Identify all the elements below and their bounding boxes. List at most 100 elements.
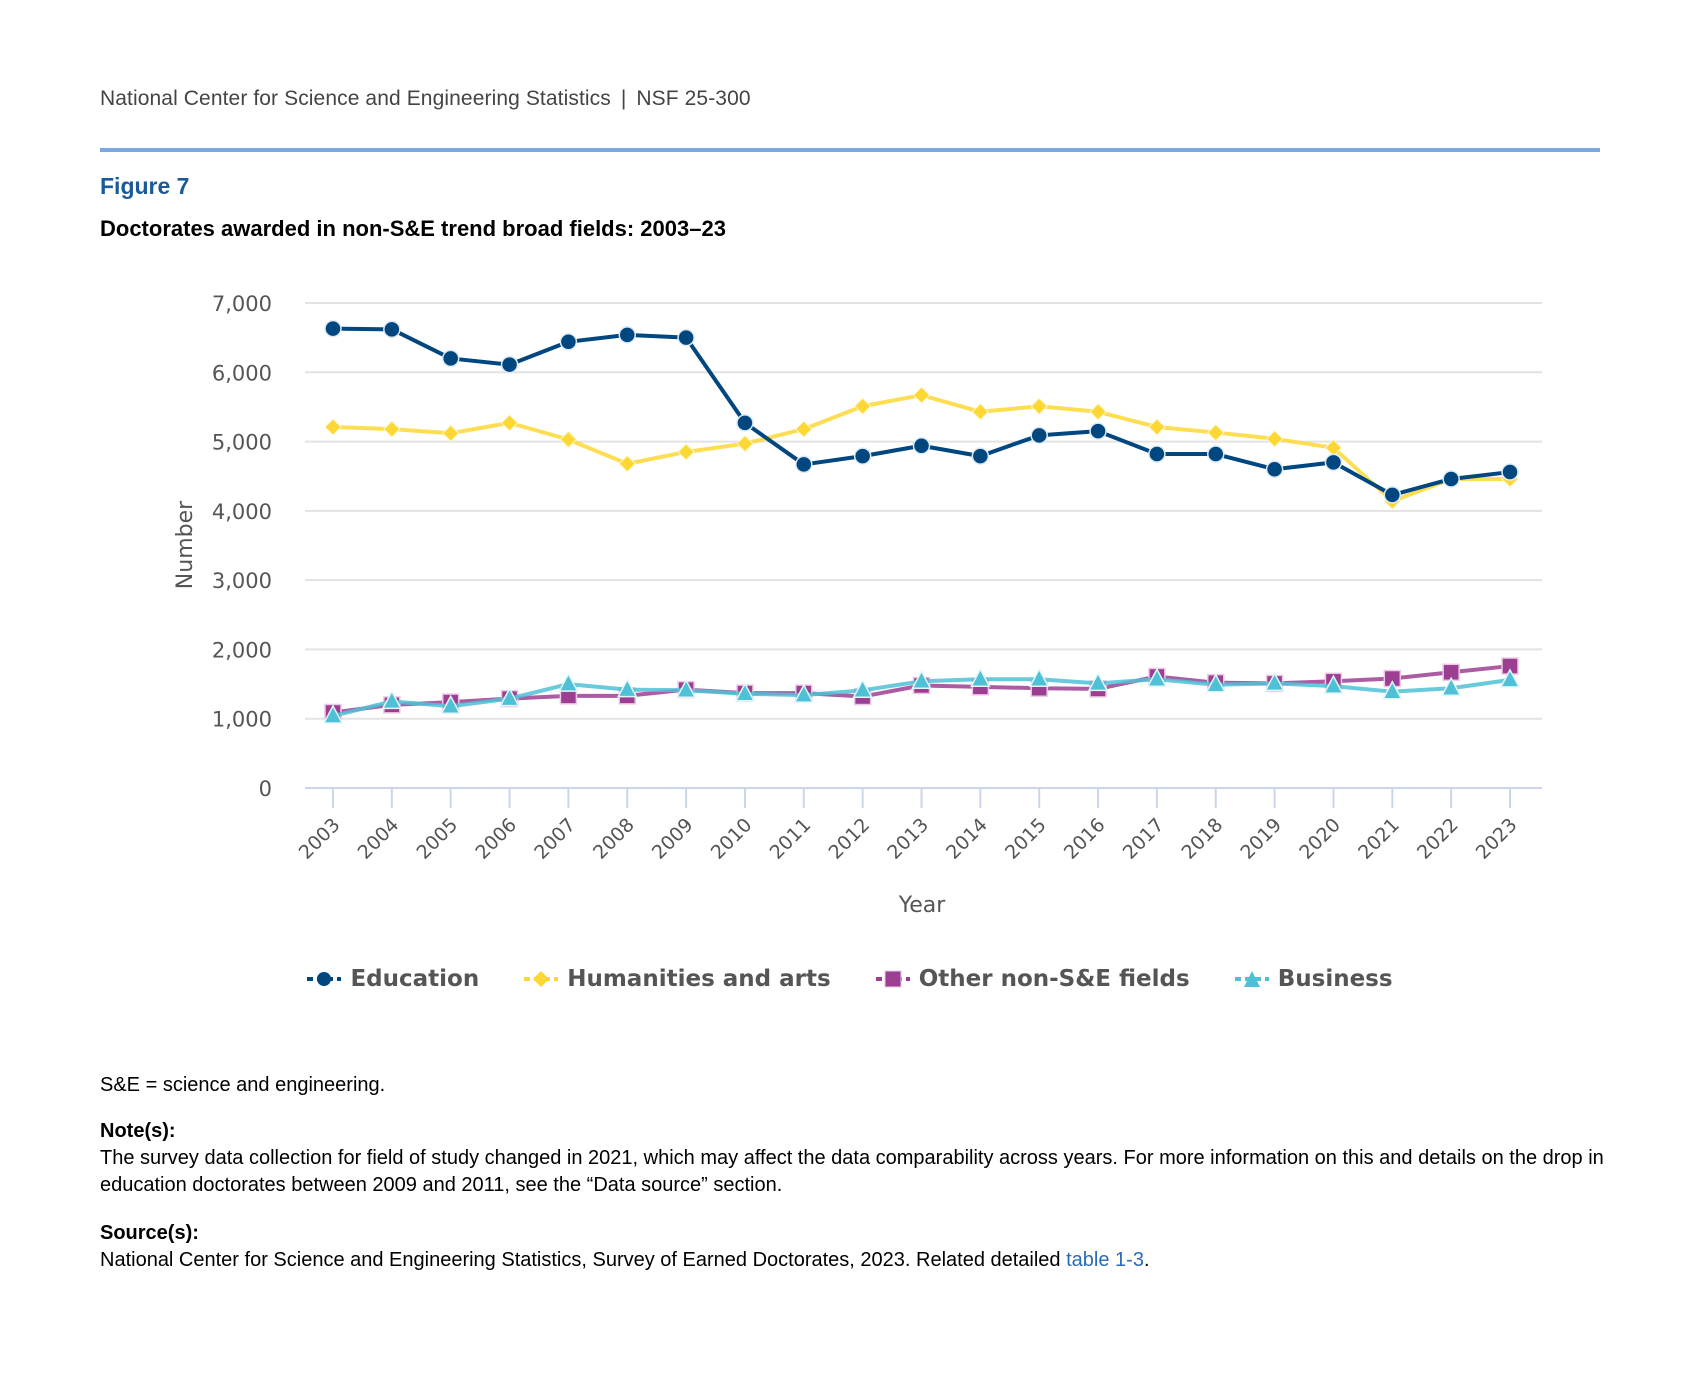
data-point [559,430,578,449]
notes-text: The survey data collection for field of … [100,1147,1604,1196]
x-tick-label: 2021 [1354,814,1404,864]
notes-section: Note(s): The survey data collection for … [100,1118,1610,1199]
legend-item-humanities[interactable]: Humanities and arts [523,966,831,992]
x-tick-label: 2019 [1236,814,1286,864]
data-point [1207,423,1225,442]
y-axis-title: Number [173,500,198,589]
data-point [734,682,756,702]
x-tick-label: 2022 [1413,814,1463,864]
y-tick-label: 0 [259,777,272,801]
data-point [1146,667,1168,687]
data-point [1264,671,1285,692]
data-point [677,443,695,461]
x-tick-label: 2007 [530,814,580,864]
notes-heading: Note(s): [100,1120,176,1142]
legend-label: Other non-S&E fields [918,966,1190,992]
data-point [1207,445,1225,463]
data-point [736,434,754,453]
legend-label: Education [350,966,480,992]
circle-marker-icon [307,972,342,986]
series-layer [322,319,1521,724]
data-point [1089,422,1107,440]
data-point [1205,673,1226,693]
data-point [795,455,813,474]
legend-item-other[interactable]: Other non-S&E fields [875,966,1190,992]
data-point [441,424,460,442]
legend-item-business[interactable]: Business [1234,966,1393,992]
data-point [324,319,342,338]
x-tick-label: 2013 [883,814,933,864]
x-axis-title: Year [898,893,947,918]
data-point [559,333,578,351]
series-business [322,667,1521,724]
data-point [1323,674,1344,694]
data-point [440,694,461,714]
square-marker-icon [875,970,910,988]
data-point [911,669,932,690]
x-tick-label: 2015 [1001,814,1051,864]
data-point [499,687,520,707]
data-point [1499,668,1521,688]
data-point [1382,680,1403,700]
data-point [558,672,579,692]
report-id: NSF 25-300 [636,87,751,110]
legend-item-education[interactable]: Education [306,966,479,992]
data-point [795,420,813,438]
data-point [1148,418,1166,436]
table-link[interactable]: table 1-3 [1066,1249,1144,1271]
data-point [1148,445,1166,463]
x-tick-label: 2018 [1178,814,1228,864]
data-point [853,397,872,415]
data-point [1440,676,1462,696]
data-point [971,403,990,421]
data-point [793,683,815,703]
y-tick-label: 5,000 [212,431,272,455]
data-point [322,704,344,724]
data-point [618,326,636,344]
y-tick-label: 6,000 [212,361,272,385]
data-point [970,667,991,687]
y-tick-label: 1,000 [212,708,272,732]
sources-end: . [1143,1249,1150,1271]
org-name: National Center for Science and Engineer… [100,87,611,110]
triangle-marker-icon [1234,971,1269,987]
data-point [1324,453,1343,472]
header-divider [100,148,1600,152]
x-tick-label: 2014 [942,814,992,864]
data-point [383,320,401,339]
data-point [1501,463,1519,481]
y-axis-ticks: 0 1,000 2,000 3,000 4,000 5,000 6,000 7,000 [212,292,272,801]
data-point [736,414,754,432]
data-point [383,420,401,438]
data-point [1028,667,1050,687]
abbreviation-note: S&E = science and engineering. [100,1074,386,1096]
data-point [677,328,695,347]
y-tick-label: 7,000 [212,292,272,316]
series-education [324,319,1519,504]
x-tick-label: 2008 [589,814,639,864]
x-tick-label: 2016 [1060,814,1110,864]
data-point [381,689,403,710]
x-tick-label: 2006 [471,814,521,864]
data-point [852,678,873,699]
chart-legend: Education Humanities and arts Other non-… [0,966,1699,995]
x-tick-label: 2017 [1119,814,1169,864]
data-point [912,436,931,455]
data-point [617,678,638,698]
data-point [912,386,931,404]
data-point [1089,403,1107,421]
x-axis: 2003 2004 2005 2006 2007 2008 2009 2010 2011 2012… [295,787,1542,864]
figure-title: Doctorates awarded in non-S&E trend broa… [100,216,726,241]
data-point [1265,430,1284,448]
y-tick-label: 2,000 [212,638,272,662]
figure-label: Figure 7 [100,173,190,199]
data-point [324,418,342,436]
diamond-marker-icon [524,971,559,987]
x-tick-label: 2004 [354,814,404,864]
data-point [1030,426,1048,445]
y-tick-label: 3,000 [212,569,272,593]
legend-label: Business [1277,966,1393,992]
x-tick-label: 2011 [766,814,816,864]
x-tick-label: 2012 [824,814,874,864]
data-point [441,349,460,368]
